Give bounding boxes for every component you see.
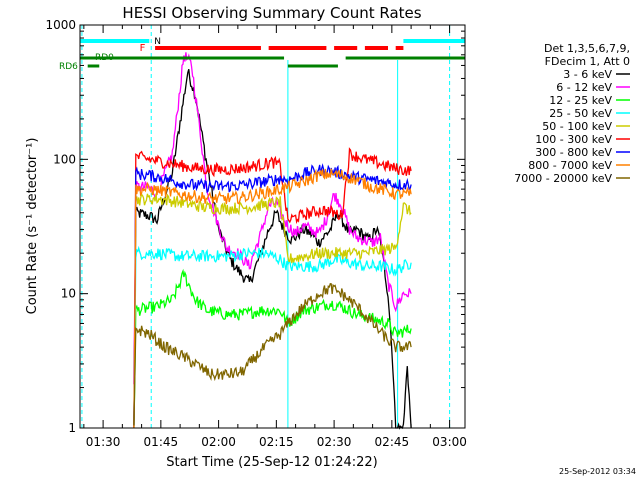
plot-frame — [79, 24, 466, 429]
plot-area: NF RD0 RD6 01:30 01:45 02:00 02:15 02:30 02:45 03… — [45, 18, 466, 449]
legend-entry-5: 100 - 300 keV — [535, 133, 612, 146]
y-tick-label-0: 1 — [68, 421, 76, 435]
x-axis-label: Start Time (25-Sep-12 01:24:22) — [166, 455, 377, 470]
x-tick-label-3: 02:15 — [259, 435, 294, 449]
series-line-5 — [133, 147, 412, 429]
series-line-1 — [133, 52, 412, 385]
legend-entry-4: 50 - 100 keV — [542, 120, 612, 133]
date-stamp: 25-Sep-2012 03:34 — [559, 467, 636, 476]
y-tick-label-1: 10 — [61, 287, 76, 301]
series-line-8 — [133, 282, 412, 426]
legend-entry-7: 800 - 7000 keV — [528, 159, 612, 172]
legend-entry-3: 25 - 50 keV — [549, 107, 612, 120]
y-tick-label-3: 1000 — [45, 18, 76, 32]
legend-entry-6: 300 - 800 keV — [535, 146, 612, 159]
flare-label: F — [140, 43, 146, 54]
y-tick-label-2: 100 — [53, 152, 76, 166]
series-line-7 — [133, 168, 412, 429]
legend-entry-8: 7000 - 20000 keV — [514, 172, 612, 185]
rd0-label: RD0 — [95, 53, 114, 63]
y-axis-label: Count Rate (s⁻¹ detector⁻¹) — [25, 138, 40, 315]
chart-title: HESSI Observing Summary Count Rates — [122, 4, 421, 22]
rd6-label: RD6 — [59, 62, 78, 72]
legend-entry-0: 3 - 6 keV — [563, 68, 612, 81]
series-line-3 — [133, 245, 412, 429]
legend-header-0: Det 1,3,5,6,7,9, — [544, 42, 630, 55]
series-line-6 — [133, 163, 412, 427]
x-tick-label-1: 01:45 — [144, 435, 179, 449]
x-tick-label-6: 03:00 — [432, 435, 467, 449]
legend-header-1: FDecim 1, Att 0 — [545, 55, 630, 68]
series-line-4 — [133, 192, 412, 429]
x-tick-label-4: 02:30 — [317, 435, 352, 449]
night-label: N — [154, 37, 161, 47]
x-tick-label-0: 01:30 — [86, 435, 121, 449]
legend-entry-2: 12 - 25 keV — [549, 94, 612, 107]
x-tick-label-2: 02:00 — [201, 435, 236, 449]
series-line-2 — [133, 268, 412, 429]
legend: Det 1,3,5,6,7,9,FDecim 1, Att 03 - 6 keV… — [514, 42, 630, 185]
legend-entry-1: 6 - 12 keV — [556, 81, 612, 94]
x-tick-label-5: 02:45 — [375, 435, 410, 449]
